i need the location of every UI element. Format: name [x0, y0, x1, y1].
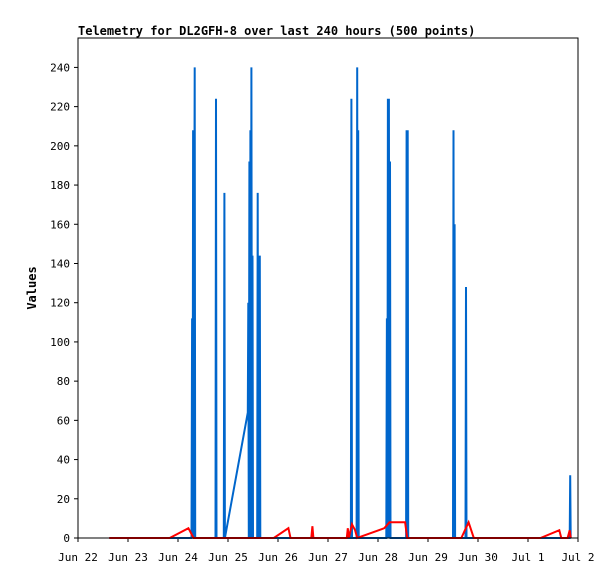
y-axis-label: Values — [25, 266, 39, 309]
y-tick-label-1: 20 — [57, 493, 70, 506]
series-line-1 — [109, 519, 572, 540]
x-tick-label-8: Jun 30 — [458, 551, 498, 564]
y-tick-label-6: 120 — [50, 297, 70, 310]
x-tick-label-7: Jun 29 — [408, 551, 448, 564]
x-tick-label-1: Jun 23 — [108, 551, 148, 564]
y-tick-label-7: 140 — [50, 257, 70, 270]
x-tick-label-4: Jun 26 — [258, 551, 298, 564]
x-tick-label-10: Jul 2 — [561, 551, 594, 564]
y-tick-label-11: 220 — [50, 101, 70, 114]
y-tick-label-10: 200 — [50, 140, 70, 153]
x-tick-label-2: Jun 24 — [158, 551, 198, 564]
y-tick-label-12: 240 — [50, 61, 70, 74]
y-tick-label-9: 180 — [50, 179, 70, 192]
y-tick-label-4: 80 — [57, 375, 70, 388]
y-tick-label-5: 100 — [50, 336, 70, 349]
plot-area: 0 20 40 60 80 100 120 140 160 180 200 220 240 Jun 22 J… — [50, 61, 594, 564]
x-tick-label-3: Jun 25 — [208, 551, 248, 564]
y-tick-label-3: 60 — [57, 414, 70, 427]
y-tick-label-2: 40 — [57, 454, 70, 467]
plot-frame — [77, 37, 579, 539]
x-tick-label-9: Jul 1 — [511, 551, 544, 564]
y-tick-label-0: 0 — [63, 532, 70, 545]
x-tick-label-0: Jun 22 — [58, 551, 98, 564]
chart-title: Telemetry for DL2GFH-8 over last 240 hou… — [78, 24, 475, 38]
y-tick-label-8: 160 — [50, 218, 70, 231]
x-tick-label-5: Jun 27 — [308, 551, 348, 564]
x-tick-label-6: Jun 28 — [358, 551, 398, 564]
